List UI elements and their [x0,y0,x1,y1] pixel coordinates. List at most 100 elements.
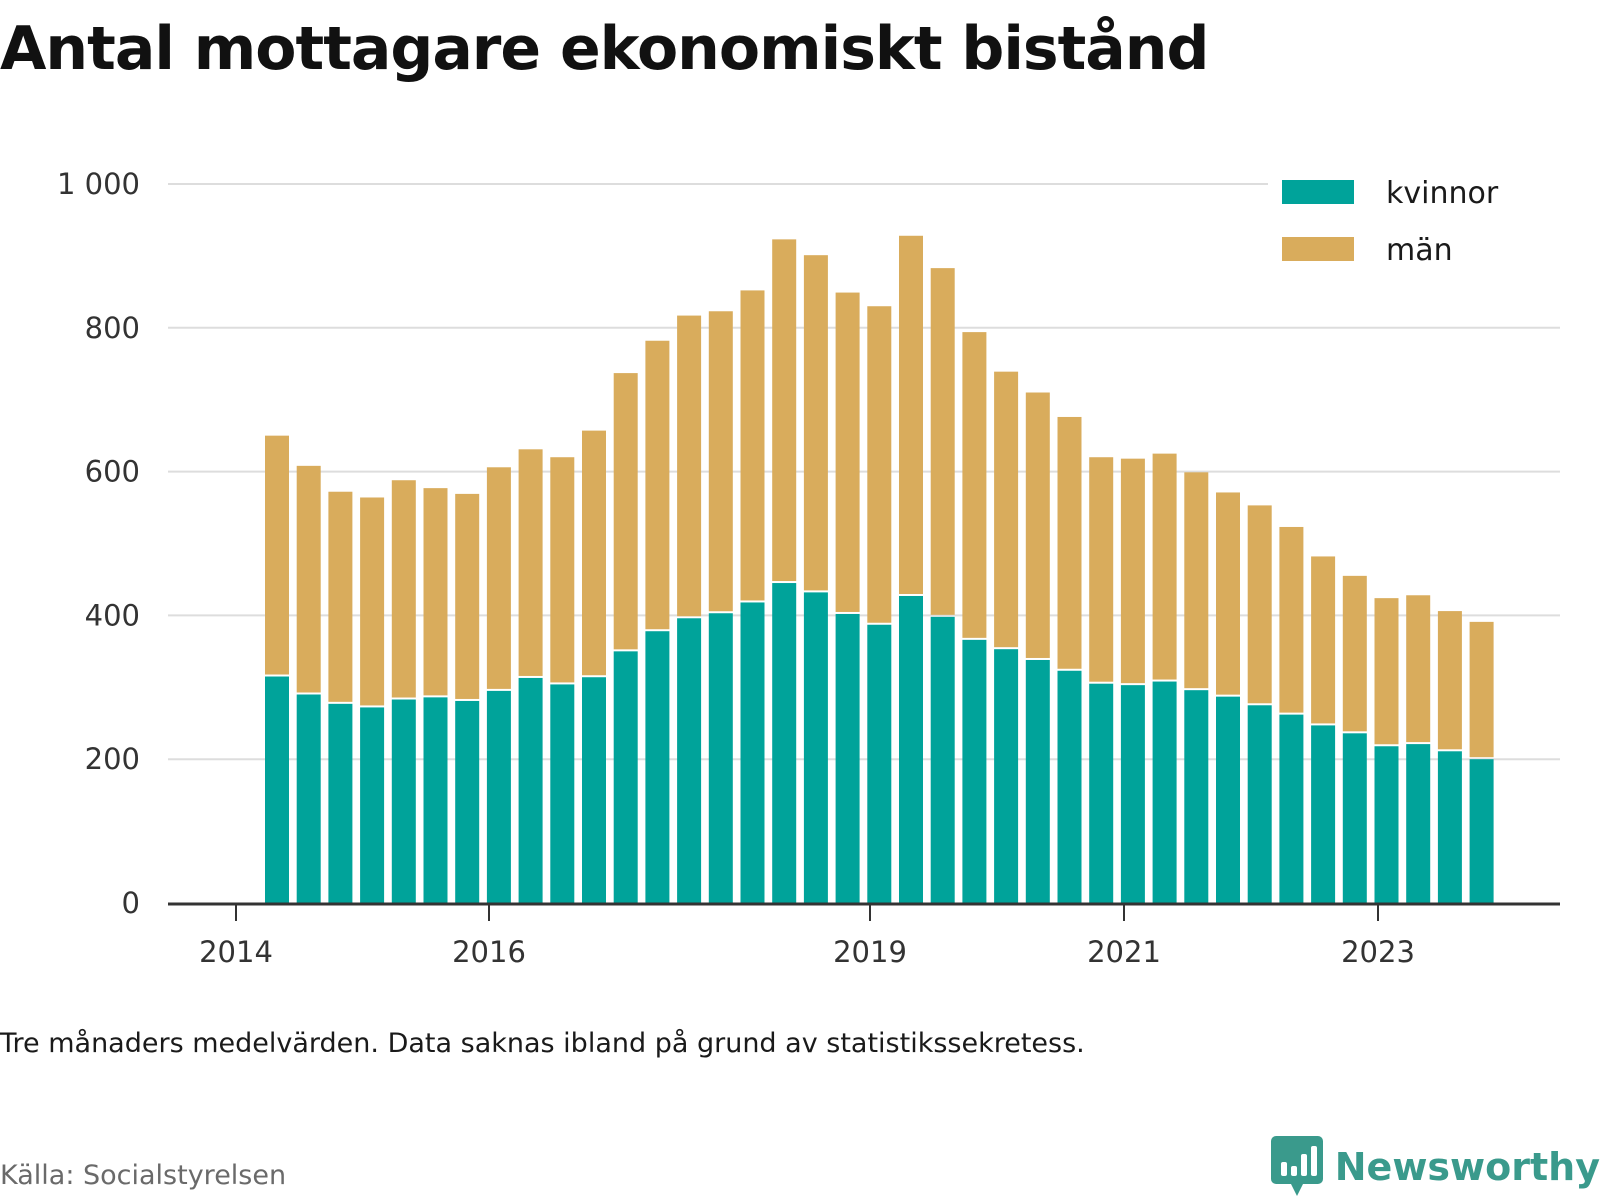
bar-kvinnor [582,677,606,903]
bar-man [296,465,321,693]
y-tick-label: 200 [85,742,140,776]
bar-kvinnor [1342,733,1367,903]
bar-man [740,290,765,601]
bar-kvinnor [899,595,923,903]
bar-man [582,430,606,676]
y-tick-label: 400 [85,598,140,632]
bar-kvinnor [645,631,670,903]
bar-kvinnor [1057,670,1082,903]
bar-man [613,373,638,650]
bar-kvinnor [1406,744,1431,903]
bars [265,235,1494,903]
bar-kvinnor [1216,696,1240,903]
bar-man [265,435,289,675]
legend-swatch [1282,180,1354,204]
bar-man [645,340,670,630]
bar-man [835,292,860,612]
bar-kvinnor [1152,681,1177,903]
bar-kvinnor [930,616,955,903]
bar-kvinnor [328,703,353,903]
bar-kvinnor [391,699,416,903]
bar-man [1216,492,1240,695]
bar-kvinnor [423,697,448,903]
bar-man [708,311,733,612]
bar-kvinnor [1311,725,1336,903]
bar-man [423,488,448,696]
x-tick-label: 2016 [452,935,526,969]
brand-name: Newsworthy [1334,1145,1600,1189]
bar-man [867,306,892,623]
y-tick-label: 1 000 [57,167,140,201]
bar-man [1120,458,1145,684]
bar-kvinnor [1279,714,1304,903]
bar-kvinnor [803,592,828,903]
bar-man [962,332,987,638]
bar-man [677,315,702,617]
bar-kvinnor [677,618,702,903]
bar-kvinnor [740,602,765,903]
bar-man [486,467,511,689]
bar-man [518,449,543,676]
bar-man [1025,392,1050,658]
legend-label: män [1386,233,1453,268]
bar-kvinnor [518,677,543,903]
bar-man [1184,472,1209,689]
chart-svg: 0 200 400 600 800 1 000 2014 2016 2019 2021 2023 k… [57,167,1560,969]
bar-man [930,268,955,615]
bar-man [994,371,1019,648]
bar-man [328,491,353,702]
x-tick-label: 2021 [1087,935,1161,969]
bar-man [1089,457,1114,682]
bar-kvinnor [360,707,385,903]
bar-kvinnor [962,639,987,903]
bar-kvinnor [1437,751,1462,903]
x-tick-label: 2019 [833,935,907,969]
bar-man [899,235,923,594]
x-tick-label: 2023 [1341,935,1415,969]
bar-kvinnor [486,690,511,903]
x-tick-label: 2014 [199,935,273,969]
legend: kvinnor män [1268,168,1560,276]
bar-kvinnor [772,583,797,903]
legend-swatch [1282,237,1354,261]
bar-man [1279,526,1304,713]
bar-kvinnor [455,700,480,903]
bar-kvinnor [1089,683,1114,903]
bar-man [391,480,416,698]
brand-logo[interactable]: Newsworthy [1270,1136,1600,1198]
legend-label: kvinnor [1386,176,1499,211]
bar-man [803,255,828,591]
bar-man [1342,575,1367,732]
bar-kvinnor [1247,705,1272,903]
y-tick-label: 0 [122,886,140,920]
bar-kvinnor [867,624,892,903]
bar-man [1374,598,1399,745]
y-tick-label: 600 [85,455,140,489]
bar-man [360,497,385,706]
bar-kvinnor [994,649,1019,903]
bar-kvinnor [265,676,289,903]
bar-chart-bubble-icon [1270,1136,1323,1196]
source-text: Källa: Socialstyrelsen [0,1160,287,1191]
bar-man [1311,556,1336,724]
bar-kvinnor [613,651,638,903]
bar-kvinnor [1120,685,1145,903]
axes: 0 200 400 600 800 1 000 2014 2016 2019 2021 2023 [57,167,1560,969]
bar-kvinnor [1469,759,1494,903]
bar-kvinnor [550,684,575,903]
bar-kvinnor [296,694,321,903]
bar-kvinnor [708,613,733,903]
chart-title: Antal mottagare ekonomiskt bistånd [0,14,1209,84]
bar-man [1406,595,1431,743]
bar-man [1057,416,1082,669]
bar-man [1152,453,1177,680]
bar-man [550,457,575,683]
bar-man [1437,611,1462,750]
y-tick-label: 800 [85,311,140,345]
bar-kvinnor [1374,746,1399,903]
bar-kvinnor [1025,659,1050,903]
bar-kvinnor [835,613,860,903]
chart-note: Tre månaders medelvärden. Data saknas ib… [0,1028,1085,1059]
bar-man [772,239,797,582]
bar-kvinnor [1184,690,1209,903]
